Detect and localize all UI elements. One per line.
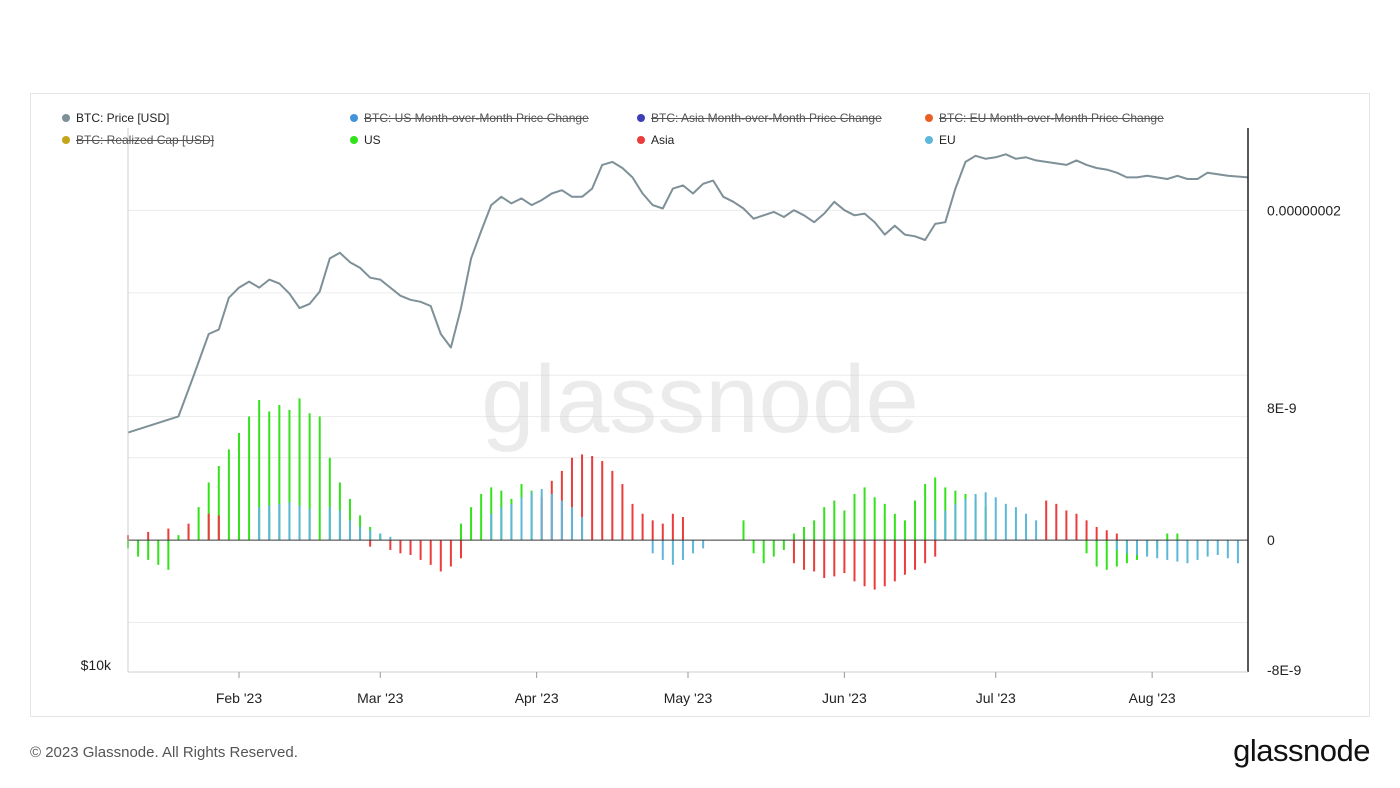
right-tick-label: 8E-9 (1267, 400, 1297, 416)
legend-dot (637, 114, 645, 122)
x-tick-label: May '23 (664, 690, 713, 706)
legend-dot (925, 136, 933, 144)
legend-label: US (364, 133, 381, 147)
right-tick-label: 0 (1267, 532, 1275, 548)
copyright: © 2023 Glassnode. All Rights Reserved. (30, 744, 298, 761)
legend-dot (925, 114, 933, 122)
legend-item[interactable]: BTC: Asia Month-over-Month Price Change (637, 111, 882, 125)
x-tick-label: Mar '23 (357, 690, 403, 706)
legend-item[interactable]: BTC: US Month-over-Month Price Change (350, 111, 589, 125)
chart-frame (30, 93, 1370, 717)
legend-item[interactable]: US (350, 133, 381, 147)
legend-dot (62, 114, 70, 122)
x-tick-label: Jun '23 (822, 690, 867, 706)
legend-label: Asia (651, 133, 675, 147)
x-tick-label: Apr '23 (515, 690, 559, 706)
legend-dot (350, 114, 358, 122)
price-line-group (127, 153, 1249, 434)
legend-dot (62, 136, 70, 144)
x-tick-label: Jul '23 (976, 690, 1016, 706)
legend: BTC: Price [USD] BTC: US Month-over-Month… (62, 111, 1242, 151)
legend-item[interactable]: BTC: Realized Cap [USD] (62, 133, 214, 147)
legend-label: BTC: Realized Cap [USD] (76, 133, 215, 147)
right-tick-label: 0.00000002 (1267, 202, 1341, 218)
ticks-group: Feb '23 Mar '23 Apr '23 May '23 Jun '23 Jul '… (81, 202, 1342, 706)
watermark: glassnode (481, 346, 919, 453)
bars-group (127, 398, 1239, 590)
legend-label: BTC: Asia Month-over-Month Price Change (651, 111, 882, 125)
legend-item[interactable]: Asia (637, 133, 674, 147)
left-axis-label: $10k (81, 657, 112, 673)
glassnode-logo[interactable]: glassnode (1233, 733, 1370, 768)
x-tick-label: Aug '23 (1129, 690, 1176, 706)
legend-item[interactable]: BTC: Price [USD] (62, 111, 169, 125)
x-tick-label: Feb '23 (216, 690, 262, 706)
legend-label: EU (939, 133, 956, 147)
price-line (127, 153, 1249, 434)
legend-label: BTC: Price [USD] (76, 111, 170, 125)
right-tick-label: -8E-9 (1267, 662, 1301, 678)
legend-dot (637, 136, 645, 144)
legend-dot (350, 136, 358, 144)
legend-item[interactable]: BTC: EU Month-over-Month Price Change (925, 111, 1164, 125)
legend-label: BTC: US Month-over-Month Price Change (364, 111, 589, 125)
legend-item[interactable]: EU (925, 133, 956, 147)
legend-label: BTC: EU Month-over-Month Price Change (939, 111, 1164, 125)
